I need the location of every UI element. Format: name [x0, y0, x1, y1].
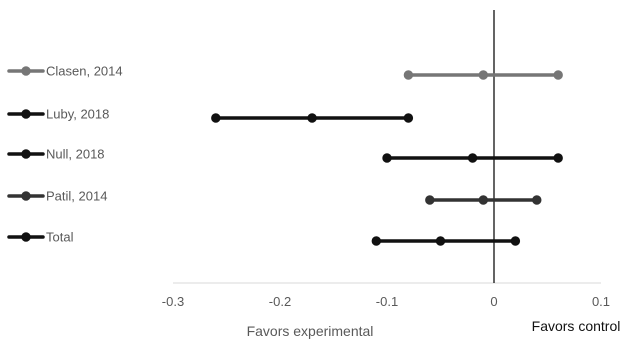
estimate-point	[478, 195, 488, 205]
ci-upper-point	[403, 113, 414, 123]
ci-upper-point	[553, 153, 563, 163]
x-tick-label: 0.1	[592, 294, 610, 309]
x-tick-label: -0.1	[376, 294, 398, 309]
legend-item: Luby, 2018	[7, 107, 109, 122]
ci-upper-point	[553, 70, 563, 80]
ci-lower-point	[425, 195, 435, 205]
study-rows	[211, 70, 563, 246]
ci-lower-point	[211, 113, 221, 123]
estimate-point	[478, 70, 488, 80]
ci-upper-point	[532, 195, 542, 205]
x-tick-label: 0	[490, 294, 497, 309]
ci-lower-point	[403, 70, 414, 80]
study-row	[382, 153, 563, 163]
legend-label: Null, 2018	[46, 147, 105, 162]
x-axis: -0.3 -0.2 -0.1 0 0.1	[162, 282, 610, 309]
favors-control-label: Favors control	[532, 318, 621, 334]
legend-swatch-marker	[21, 191, 31, 201]
estimate-point	[307, 113, 317, 123]
study-row	[371, 236, 521, 246]
legend-item: Total	[7, 230, 74, 245]
legend-label: Clasen, 2014	[46, 64, 123, 79]
legend-swatch-marker	[21, 232, 31, 242]
legend-swatch-marker	[21, 109, 31, 119]
legend-label: Total	[46, 230, 74, 245]
estimate-point	[467, 153, 478, 163]
x-tick-label: -0.3	[162, 294, 184, 309]
legend-swatch-marker	[21, 149, 31, 159]
legend-item: Null, 2018	[7, 147, 105, 162]
legend-swatch-marker	[21, 66, 31, 76]
estimate-point	[435, 236, 446, 246]
ci-upper-point	[510, 236, 521, 246]
legend: Clasen, 2014 Luby, 2018 Null, 2018 Patil, 2…	[7, 64, 123, 245]
x-tick-labels: -0.3 -0.2 -0.1 0 0.1	[162, 294, 610, 309]
ci-lower-point	[371, 236, 381, 246]
legend-item: Clasen, 2014	[7, 64, 123, 79]
study-row	[403, 70, 563, 80]
study-row	[211, 113, 414, 123]
x-tick-label: -0.2	[269, 294, 291, 309]
study-row	[425, 195, 542, 205]
legend-label: Luby, 2018	[46, 107, 109, 122]
ci-lower-point	[382, 153, 392, 163]
favors-experimental-label: Favors experimental	[247, 323, 374, 339]
legend-label: Patil, 2014	[46, 189, 107, 204]
legend-item: Patil, 2014	[7, 189, 107, 204]
